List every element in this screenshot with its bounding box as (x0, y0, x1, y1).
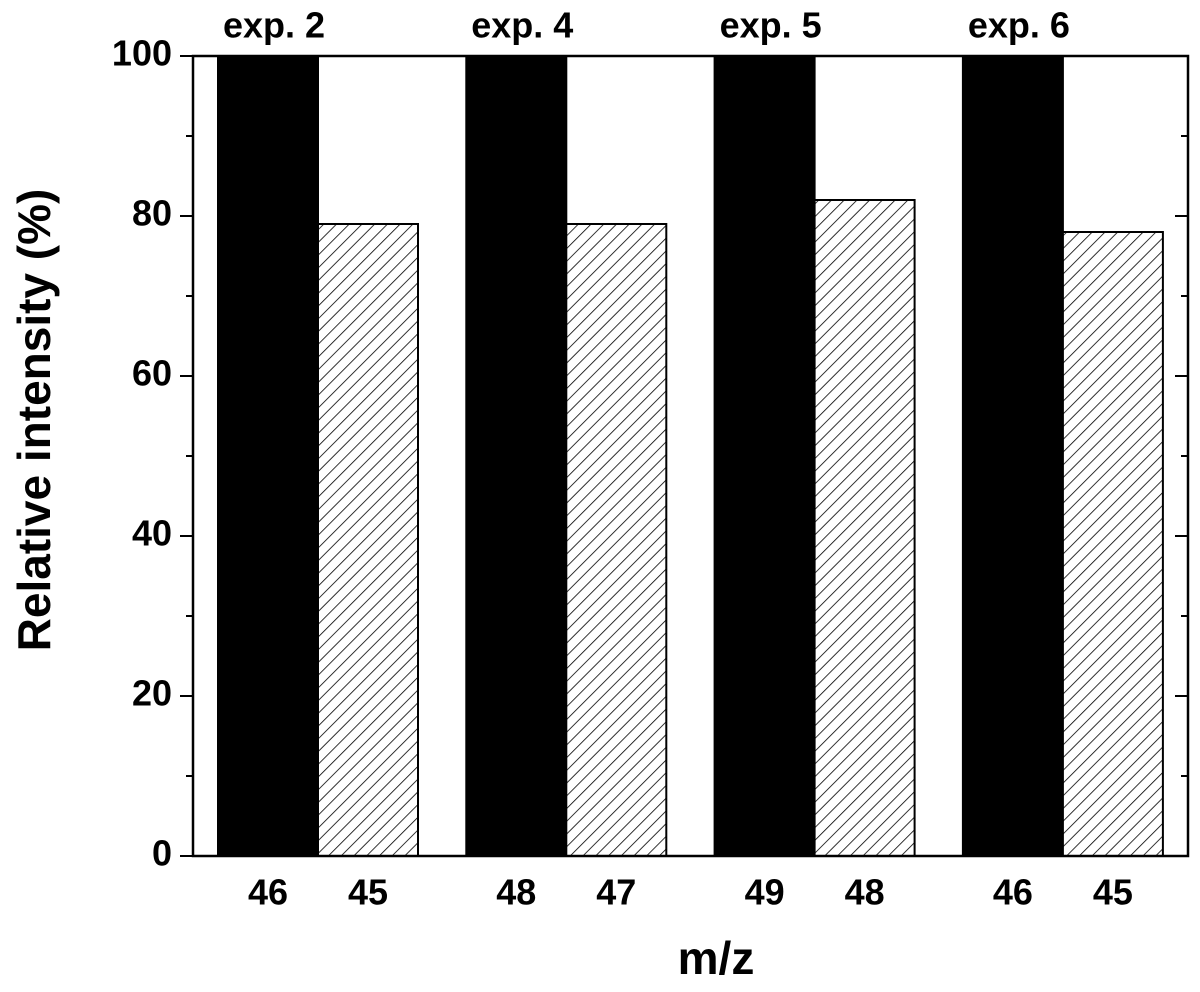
x-tick-label: 47 (596, 872, 636, 913)
bar (1061, 231, 1164, 857)
bar (317, 223, 419, 857)
x-tick-label: 46 (993, 872, 1033, 913)
y-tick-label: 100 (112, 33, 172, 74)
group-label: exp. 5 (720, 5, 822, 46)
bar (465, 55, 568, 857)
bar (565, 223, 668, 857)
x-axis-label: m/z (678, 932, 755, 984)
bar (961, 55, 1064, 857)
bar (813, 199, 916, 857)
bar (217, 55, 319, 857)
y-tick-label: 80 (132, 193, 172, 234)
x-tick-label: 45 (348, 872, 388, 913)
x-tick-label: 45 (1093, 872, 1133, 913)
bar (713, 55, 816, 857)
x-tick-label: 48 (496, 872, 536, 913)
plot-frame (191, 54, 1190, 858)
group-label: exp. 2 (223, 5, 325, 46)
x-tick-label: 49 (745, 872, 785, 913)
x-tick-label: 46 (248, 872, 288, 913)
x-tick-label: 48 (845, 872, 885, 913)
y-tick-label: 0 (152, 833, 172, 874)
y-tick-label: 40 (132, 513, 172, 554)
y-tick-label: 60 (132, 353, 172, 394)
y-tick-label: 20 (132, 673, 172, 714)
group-label: exp. 4 (471, 5, 573, 46)
y-axis-label: Relative intensity (%) (8, 189, 60, 652)
group-label: exp. 6 (968, 5, 1070, 46)
